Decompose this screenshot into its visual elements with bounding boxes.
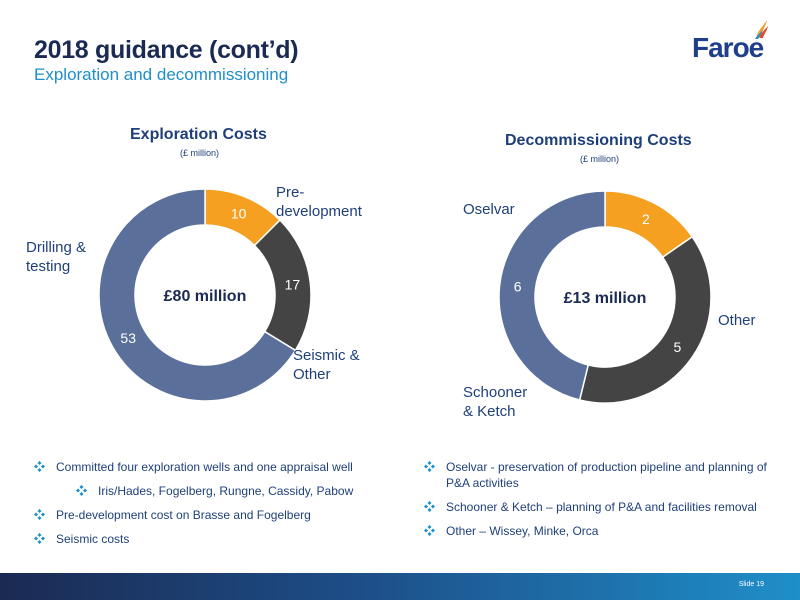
decommissioning-chart-unit: (£ million) xyxy=(580,154,620,164)
decommissioning-chart-title: Decommissioning Costs xyxy=(505,132,692,149)
list-item: Iris/Hades, Fogelberg, Rungne, Cassidy, … xyxy=(30,483,400,499)
list-item: Pre-development cost on Brasse and Fogel… xyxy=(30,507,400,523)
decommissioning-donut-chart: 2 5 6 £13 million xyxy=(498,190,712,404)
label-pre-development: Pre-development xyxy=(276,184,362,220)
page-title: 2018 guidance (cont’d) xyxy=(34,36,299,64)
diamond-bullet-icon xyxy=(34,533,45,544)
page-subtitle: Exploration and decommissioning xyxy=(34,65,289,84)
donut-center-label: £80 million xyxy=(164,288,247,305)
diamond-bullet-icon xyxy=(424,461,435,472)
label-oselvar: Oselvar xyxy=(463,201,515,218)
data-label-oselvar: 6 xyxy=(514,278,522,294)
label-seismic-other: Seismic & Other xyxy=(293,347,360,383)
donut-center-label: £13 million xyxy=(564,290,647,307)
list-item: Seismic costs xyxy=(30,531,400,547)
donut-slice-schooner-ketch xyxy=(578,235,712,404)
exploration-bullets: Committed four exploration wells and one… xyxy=(30,459,400,555)
flame-icon xyxy=(755,20,768,39)
list-item: Schooner & Ketch – planning of P&A and f… xyxy=(420,499,780,515)
donut-slice-drilling-testing xyxy=(98,188,297,402)
list-item: Oselvar - preservation of production pip… xyxy=(420,459,780,491)
data-label-pre-development: 10 xyxy=(231,206,247,222)
diamond-bullet-icon xyxy=(424,525,435,536)
exploration-chart-title: Exploration Costs xyxy=(130,126,267,143)
data-label-seismic-other: 17 xyxy=(285,277,301,293)
data-label-drilling-testing: 53 xyxy=(120,330,136,346)
diamond-bullet-icon xyxy=(424,501,435,512)
donut-slice-oselvar xyxy=(498,190,606,401)
decommissioning-bullets: Oselvar - preservation of production pip… xyxy=(420,459,780,547)
diamond-bullet-icon xyxy=(34,461,45,472)
label-other: Other xyxy=(718,312,756,329)
list-item: Committed four exploration wells and one… xyxy=(30,459,400,475)
data-label-schooner-ketch: 5 xyxy=(674,339,682,355)
footer-bar: Slide 19 xyxy=(0,573,800,600)
logo-text: Faroe xyxy=(692,32,764,63)
diamond-bullet-icon xyxy=(34,509,45,520)
list-item: Other – Wissey, Minke, Orca xyxy=(420,523,780,539)
diamond-bullet-icon xyxy=(76,485,87,496)
data-label-other: 2 xyxy=(642,211,650,227)
donut-slice-seismic-other xyxy=(253,218,312,352)
exploration-donut-chart: 10 17 53 £80 million xyxy=(98,188,312,402)
label-schooner-ketch: Schooner & Ketch xyxy=(463,384,528,420)
faroe-logo: Faroe xyxy=(692,18,772,68)
exploration-chart-unit: (£ million) xyxy=(180,148,220,158)
slide-number: Slide 19 xyxy=(738,581,764,588)
label-drilling-testing: Drilling & testing xyxy=(26,239,87,275)
